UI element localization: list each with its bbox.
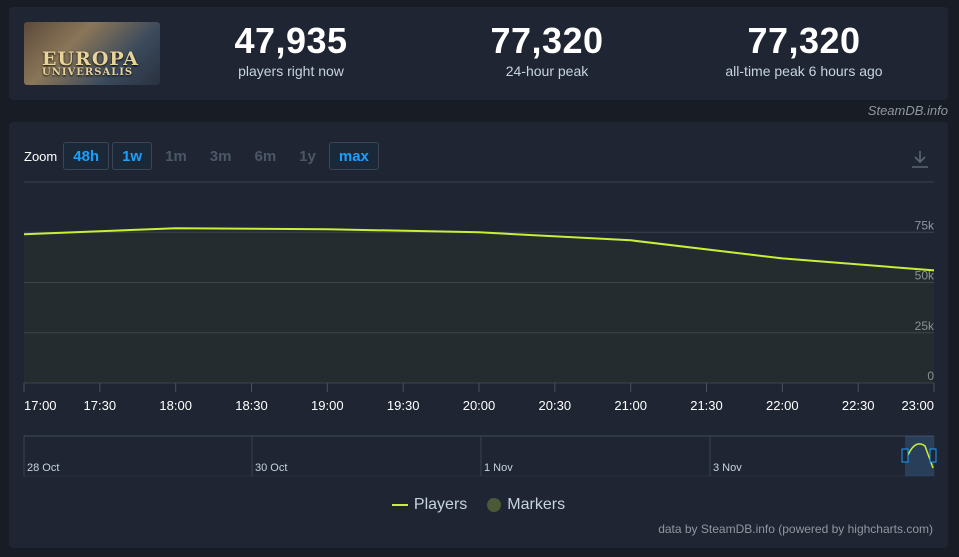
chart-legend: Players Markers — [9, 496, 948, 514]
x-tick-label: 20:00 — [463, 398, 496, 413]
zoom-6m-button[interactable]: 6m — [254, 148, 277, 165]
navigator-label: 30 Oct — [255, 462, 287, 474]
x-tick-label: 19:00 — [311, 398, 344, 413]
x-tick-label: 22:00 — [766, 398, 799, 413]
stat-value: 77,320 — [747, 20, 861, 61]
stat-label: players right now — [238, 63, 344, 79]
y-tick-label: 25k — [915, 319, 935, 333]
zoom-max-button[interactable]: max — [328, 142, 379, 170]
zoom-3m-button[interactable]: 3m — [209, 148, 232, 165]
stat-label: all-time peak 6 hours ago — [725, 63, 883, 79]
stat-24h-peak: 77,320 24-hour peak — [427, 19, 667, 79]
x-tick-label: 21:30 — [690, 398, 723, 413]
x-tick-label: 22:30 — [842, 398, 875, 413]
highcharts-credit[interactable]: data by SteamDB.info (powered by highcha… — [658, 522, 933, 536]
x-tick-label: 21:00 — [614, 398, 647, 413]
navigator-label: 28 Oct — [27, 462, 59, 474]
players-line-icon — [391, 504, 408, 506]
x-tick-label: 20:30 — [539, 398, 572, 413]
y-tick-label: 75k — [915, 218, 935, 232]
zoom-label: Zoom — [24, 148, 58, 164]
stat-value: 77,320 — [490, 20, 604, 61]
zoom-bar: Zoom 48h 1w 1m 3m 6m 1y max — [24, 141, 382, 171]
navigator-right-handle — [929, 448, 937, 463]
navigator-label: 1 Nov — [484, 462, 513, 474]
navigator-label: 3 Nov — [713, 462, 742, 474]
download-icon[interactable] — [910, 149, 930, 169]
x-tick-label: 17:00 — [24, 398, 57, 413]
x-tick-label: 18:00 — [159, 398, 192, 413]
players-area — [24, 228, 934, 383]
logo-subtitle: UNIVERSALIS — [42, 67, 134, 78]
stat-value: 47,935 — [234, 20, 348, 61]
player-chart[interactable]: 0 25k 50k 75k 17:00 17:30 18:00 18:30 19:00 19:30… — [9, 122, 948, 548]
legend-label: Markers — [507, 496, 566, 513]
steamdb-credit[interactable]: SteamDB.info — [867, 103, 948, 118]
x-tick-label: 17:30 — [84, 398, 117, 413]
stat-label: 24-hour peak — [505, 63, 589, 79]
x-tick-label: 19:30 — [387, 398, 420, 413]
zoom-1w-button[interactable]: 1w — [112, 142, 153, 170]
game-logo[interactable]: EUROPA UNIVERSALIS — [24, 22, 160, 85]
y-tick-label: 0 — [927, 369, 934, 383]
legend-item-markers[interactable]: Markers — [487, 496, 565, 514]
navigator-left-handle — [901, 448, 909, 463]
legend-label: Players — [413, 496, 468, 513]
zoom-1m-button[interactable]: 1m — [165, 148, 187, 165]
stats-panel: EUROPA UNIVERSALIS 47,935 players right … — [9, 7, 948, 100]
markers-dot-icon — [487, 498, 502, 512]
x-tick-label: 23:00 — [901, 398, 934, 413]
y-tick-label: 50k — [915, 269, 935, 283]
zoom-1y-button[interactable]: 1y — [299, 148, 316, 165]
players-line — [23, 227, 935, 272]
navigator-frame — [23, 435, 935, 477]
stat-all-time-peak: 77,320 all-time peak 6 hours ago — [684, 19, 924, 79]
chart-panel: 0 25k 50k 75k 17:00 17:30 18:00 18:30 19:00 19:30… — [9, 122, 948, 548]
legend-item-players[interactable]: Players — [391, 496, 468, 514]
logo-title: EUROPA — [42, 48, 140, 70]
stat-current-players: 47,935 players right now — [171, 19, 411, 79]
x-tick-label: 18:30 — [235, 398, 268, 413]
zoom-48h-button[interactable]: 48h — [63, 142, 110, 170]
